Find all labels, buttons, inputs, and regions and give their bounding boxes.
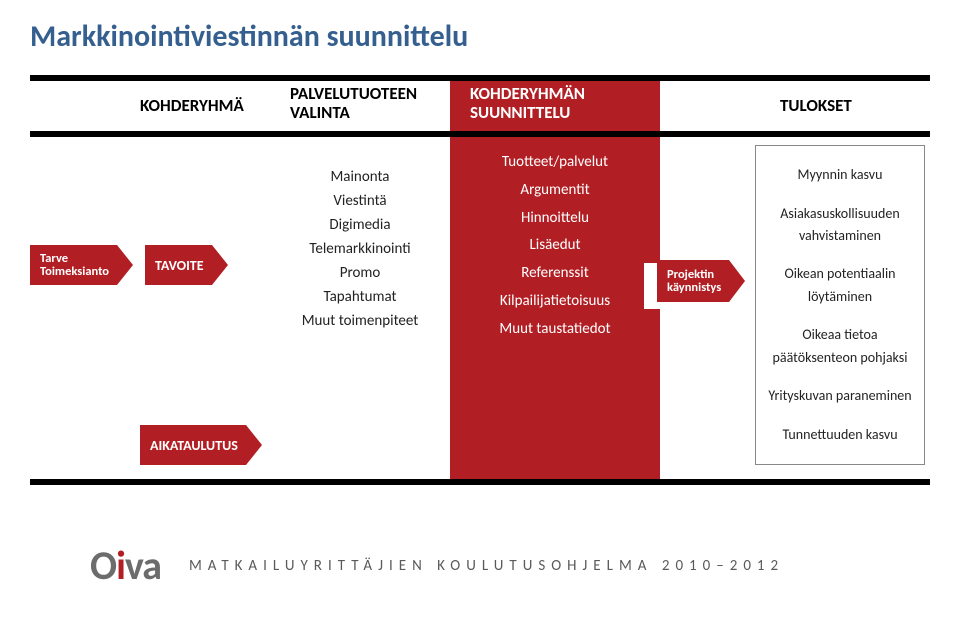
result-item: Myynnin kasvu (762, 164, 918, 186)
red-item: Kilpailijatietoisuus (450, 288, 660, 316)
tag-aikataulutus: AIKATAULUTUS (140, 425, 262, 465)
process-diagram: KOHDERYHMÄ PALVELUTUOTEEN VALINTA KOHDER… (30, 75, 930, 485)
result-item: Tunnettuuden kasvu (762, 424, 918, 446)
header-kohderyhman-l2: SUUNNITTELU (470, 104, 585, 123)
tag-aikataulutus-label: AIKATAULUTUS (140, 425, 246, 465)
red-item: Argumentit (450, 177, 660, 205)
col2-item: Digimedia (280, 213, 440, 237)
logo-part-i: i (116, 541, 125, 590)
tag-tavoite: TAVOITE (145, 245, 228, 285)
red-item: Lisäedut (450, 232, 660, 260)
tag-tavoite-label: TAVOITE (145, 245, 212, 285)
red-item: Referenssit (450, 260, 660, 288)
red-item: Muut taustatiedot (450, 316, 660, 344)
logo-part-o: O (90, 541, 116, 590)
tag-projektin-kaynnistys: Projektinkäynnistys (657, 260, 745, 302)
result-item: Asiakasuskollisuuden vahvistaminen (762, 203, 918, 248)
col2-item: Telemarkkinointi (280, 237, 440, 261)
result-item: Yrityskuvan paraneminen (762, 385, 918, 407)
logo-part-va: va (125, 541, 161, 590)
col2-list: Mainonta Viestintä Digimedia Telemarkkin… (280, 165, 440, 333)
col2-item: Tapahtumat (280, 285, 440, 309)
col2-item: Mainonta (280, 165, 440, 189)
page-title: Markkinointiviestinnän suunnittelu (30, 18, 468, 55)
red-item: Tuotteet/palvelut (450, 149, 660, 177)
tag-tarve-toimeksianto: TarveToimeksianto (30, 245, 133, 285)
result-item: Oikeaa tietoa päätöksenteon pohjaksi (762, 324, 918, 369)
tag-tarve-l2: Toimeksianto (40, 264, 109, 279)
red-center-panel: Tuotteet/palvelut Argumentit Hinnoittelu… (450, 137, 660, 479)
bar-bot (30, 479, 930, 485)
header-kohderyhman: KOHDERYHMÄN SUUNNITTELU (470, 85, 585, 122)
footer: Oiva MATKAILUYRITTÄJIEN KOULUTUSOHJELMA … (0, 541, 960, 590)
result-item: Oikean potentiaalin löytäminen (762, 263, 918, 308)
logo: Oiva (90, 541, 161, 590)
header-tulokset: TULOKSET (780, 95, 852, 116)
col2-item: Promo (280, 261, 440, 285)
header-palvelutuoteen-l2: VALINTA (290, 104, 417, 123)
header-palvelutuoteen: PALVELUTUOTEEN VALINTA (290, 85, 417, 122)
col2-item: Muut toimenpiteet (280, 309, 440, 333)
header-kohderyhman-l1: KOHDERYHMÄN (470, 85, 585, 104)
tag-projektin-l2: käynnistys (667, 280, 721, 295)
header-kohderyhma: KOHDERYHMÄ (140, 95, 244, 116)
footer-text: MATKAILUYRITTÄJIEN KOULUTUSOHJELMA 2010–… (189, 557, 784, 575)
header-palvelutuoteen-l1: PALVELUTUOTEEN (290, 85, 417, 104)
results-panel: Myynnin kasvu Asiakasuskollisuuden vahvi… (755, 145, 925, 465)
col2-item: Viestintä (280, 189, 440, 213)
red-item: Hinnoittelu (450, 205, 660, 233)
